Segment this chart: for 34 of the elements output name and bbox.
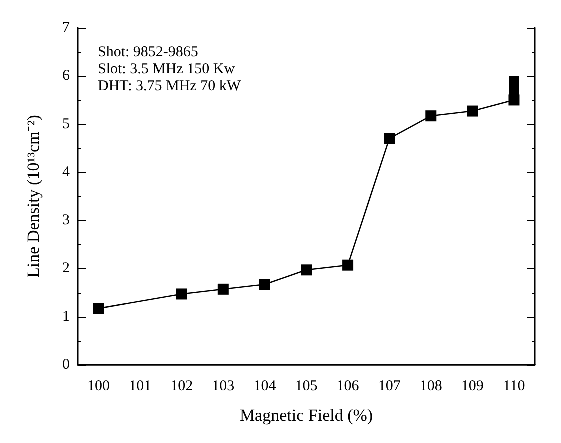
x-tick-label: 102 bbox=[170, 378, 194, 394]
x-tick-label: 100 bbox=[88, 378, 110, 394]
y-tick-label: 0 bbox=[62, 357, 70, 373]
point bbox=[301, 264, 312, 276]
annotation: DHT: 3.75 MHz 70 kW bbox=[98, 78, 242, 94]
y-tick-label: 4 bbox=[62, 164, 70, 180]
x-tick-label: 107 bbox=[378, 378, 402, 394]
annotation: Slot: 3.5 MHz 150 Kw bbox=[98, 62, 236, 78]
point bbox=[467, 106, 478, 117]
y-axis-title: Line Density (10¹³cm⁻²) bbox=[24, 115, 43, 278]
point bbox=[508, 94, 520, 106]
point bbox=[176, 288, 188, 300]
point bbox=[93, 303, 104, 314]
point bbox=[342, 260, 354, 271]
y-tick-label: 7 bbox=[62, 20, 70, 36]
x-tick-label: 109 bbox=[461, 378, 484, 394]
x-axis-title: Magnetic Field (%) bbox=[240, 406, 374, 425]
y-tick-label: 2 bbox=[62, 260, 70, 277]
point bbox=[218, 284, 229, 295]
x-tick-label: 104 bbox=[254, 378, 277, 394]
x-tick-label: 110 bbox=[503, 378, 526, 394]
y-tick-label: 3 bbox=[62, 212, 70, 229]
point bbox=[259, 279, 270, 290]
annotation: Shot: 9852-9865 bbox=[98, 44, 198, 60]
x-tick-label: 101 bbox=[129, 378, 152, 394]
y-tick-label: 5 bbox=[62, 116, 70, 132]
x-tick-label: 108 bbox=[420, 378, 442, 394]
y-tick-label: 1 bbox=[62, 308, 70, 325]
y-tick-label: 6 bbox=[62, 68, 70, 84]
x-tick-label: 103 bbox=[212, 378, 235, 394]
point bbox=[384, 133, 396, 144]
x-tick-label: 106 bbox=[336, 378, 360, 394]
x-tick-label: 105 bbox=[295, 378, 318, 394]
point bbox=[426, 110, 437, 122]
